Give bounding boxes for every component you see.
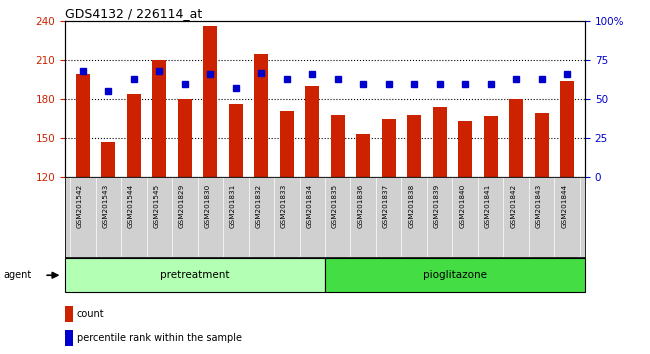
- Bar: [178, 99, 192, 177]
- Bar: [306, 86, 319, 177]
- Bar: [280, 111, 294, 177]
- Text: agent: agent: [3, 270, 31, 280]
- Bar: [325, 258, 585, 292]
- Bar: [407, 115, 421, 177]
- Bar: [127, 94, 141, 177]
- Text: count: count: [77, 309, 105, 319]
- Text: GSM201834: GSM201834: [306, 183, 312, 228]
- Bar: [331, 115, 345, 177]
- Text: GDS4132 / 226114_at: GDS4132 / 226114_at: [65, 7, 202, 20]
- Bar: [229, 104, 243, 177]
- Text: GSM201544: GSM201544: [128, 183, 134, 228]
- Text: GSM201832: GSM201832: [255, 183, 261, 228]
- Text: pretreatment: pretreatment: [161, 270, 229, 280]
- Text: GSM201840: GSM201840: [459, 183, 465, 228]
- Text: GSM201833: GSM201833: [281, 183, 287, 228]
- Bar: [254, 54, 268, 177]
- Text: GSM201837: GSM201837: [383, 183, 389, 228]
- Bar: [101, 142, 115, 177]
- Bar: [382, 119, 396, 177]
- Bar: [509, 99, 523, 177]
- Text: GSM201545: GSM201545: [153, 183, 159, 228]
- Bar: [356, 134, 370, 177]
- Bar: [203, 27, 217, 177]
- Bar: [535, 113, 549, 177]
- Text: GSM201842: GSM201842: [510, 183, 516, 228]
- Bar: [484, 116, 498, 177]
- Text: GSM201839: GSM201839: [434, 183, 439, 228]
- Bar: [76, 74, 90, 177]
- Text: GSM201835: GSM201835: [332, 183, 338, 228]
- Text: GSM201836: GSM201836: [358, 183, 363, 228]
- Text: GSM201830: GSM201830: [204, 183, 211, 228]
- Bar: [560, 81, 574, 177]
- Text: percentile rank within the sample: percentile rank within the sample: [77, 332, 242, 343]
- Bar: [458, 121, 472, 177]
- Bar: [65, 306, 73, 322]
- Text: GSM201543: GSM201543: [102, 183, 109, 228]
- Text: GSM201844: GSM201844: [561, 183, 567, 228]
- Bar: [433, 107, 447, 177]
- Bar: [152, 60, 166, 177]
- Text: GSM201831: GSM201831: [230, 183, 236, 228]
- Text: pioglitazone: pioglitazone: [423, 270, 487, 280]
- Bar: [65, 330, 73, 346]
- Text: GSM201829: GSM201829: [179, 183, 185, 228]
- Text: GSM201542: GSM201542: [77, 183, 83, 228]
- Text: GSM201841: GSM201841: [485, 183, 491, 228]
- Text: GSM201843: GSM201843: [536, 183, 541, 228]
- Text: GSM201838: GSM201838: [408, 183, 414, 228]
- Bar: [65, 258, 325, 292]
